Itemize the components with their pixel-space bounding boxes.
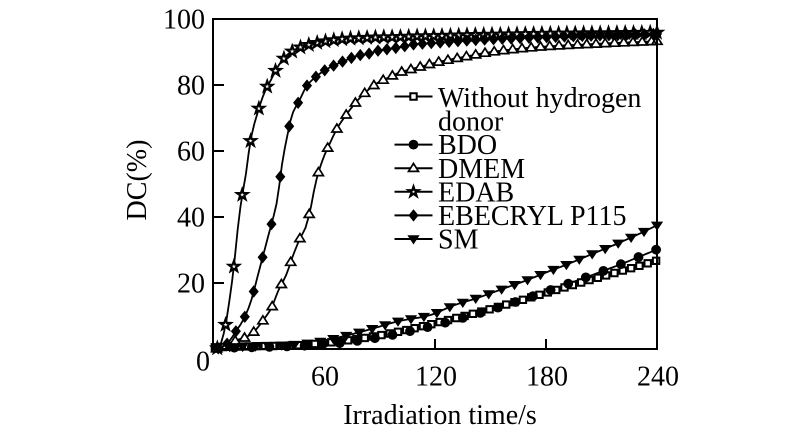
svg-text:240: 240 [637,362,679,393]
svg-text:20: 20 [177,269,205,300]
svg-text:donor: donor [438,107,504,138]
svg-text:80: 80 [177,71,205,102]
svg-text:60: 60 [177,137,205,168]
svg-text:SM: SM [438,225,479,256]
svg-text:BDO: BDO [438,130,497,161]
svg-text:EDAB: EDAB [438,177,514,208]
svg-text:0: 0 [196,347,210,378]
svg-text:Irradiation time/s: Irradiation time/s [343,400,537,431]
svg-text:DC(%): DC(%) [122,140,153,221]
svg-text:120: 120 [415,362,457,393]
svg-text:40: 40 [177,203,205,234]
svg-text:180: 180 [526,362,568,393]
svg-text:60: 60 [311,362,339,393]
svg-text:EBECRYL P115: EBECRYL P115 [438,201,627,232]
svg-text:100: 100 [163,5,205,36]
svg-text:Without hydrogen: Without hydrogen [438,83,641,114]
svg-text:DMEM: DMEM [438,154,525,185]
